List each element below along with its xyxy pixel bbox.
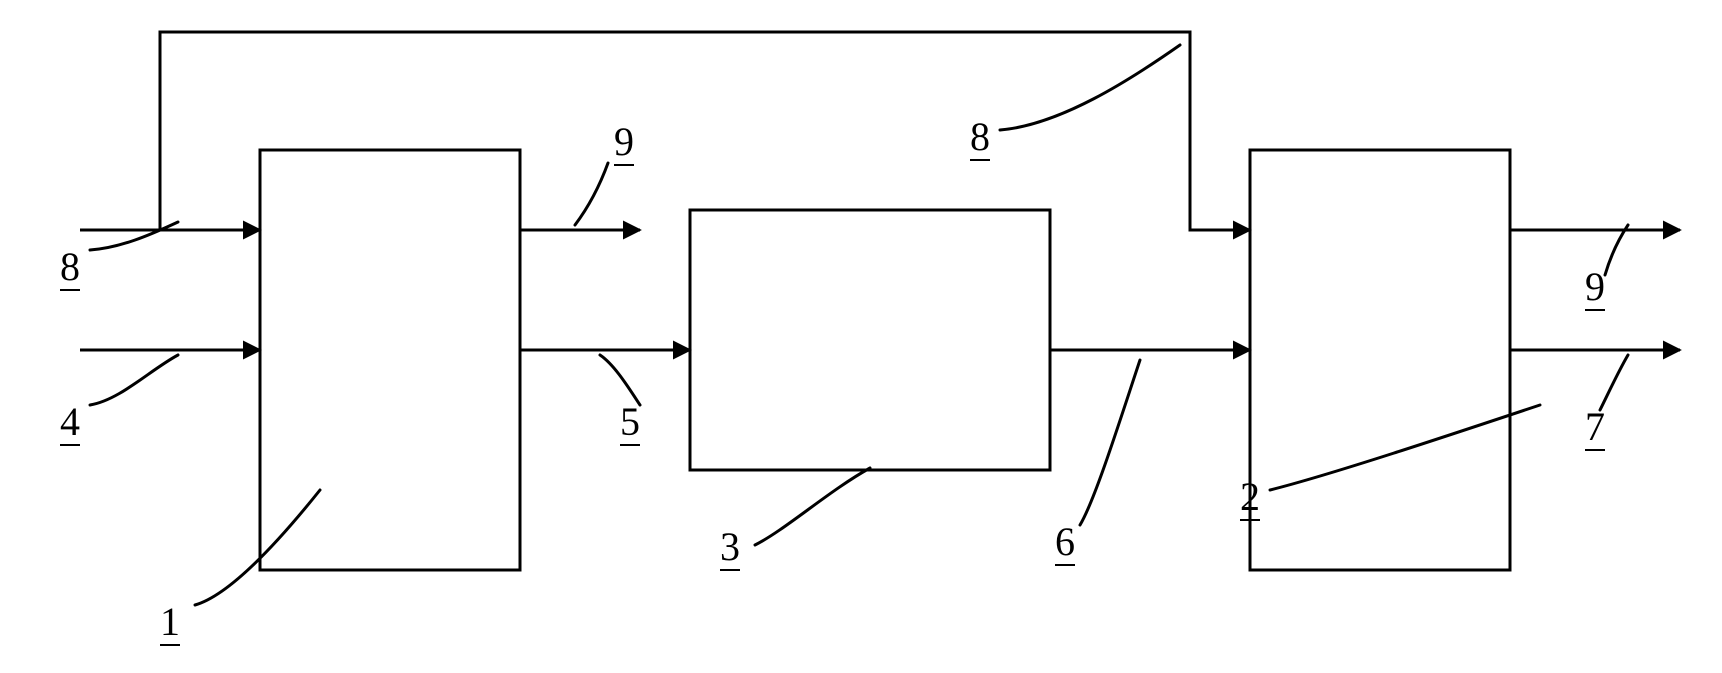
label-L7: 7 (1585, 404, 1605, 449)
node-box3 (690, 210, 1050, 470)
leader-ld9b (1605, 225, 1628, 275)
label-L6: 6 (1055, 519, 1075, 564)
block-diagram: 8 4 1 9 5 3 6 8 2 9 7 (0, 0, 1722, 673)
label-L2: 2 (1240, 474, 1260, 519)
leader-ld8b (1000, 45, 1180, 130)
label-L3: 3 (720, 524, 740, 569)
leader-ld9a (575, 163, 608, 225)
leader-ld2 (1270, 405, 1540, 490)
edge-e_feedback_8 (160, 32, 1250, 230)
leader-ld4 (90, 355, 178, 405)
node-box1 (260, 150, 520, 570)
leader-ld8a (90, 222, 178, 250)
leader-ld7 (1600, 355, 1628, 410)
label-L9b: 9 (1585, 264, 1605, 309)
label-L8a: 8 (60, 244, 80, 289)
leader-ld1 (195, 490, 320, 605)
label-L9a: 9 (614, 119, 634, 164)
leader-ld6 (1080, 360, 1140, 525)
leader-ld5 (600, 355, 640, 405)
leader-ld3 (755, 468, 870, 545)
node-box2 (1250, 150, 1510, 570)
label-L4: 4 (60, 399, 80, 444)
label-L1: 1 (160, 599, 180, 644)
label-L5: 5 (620, 399, 640, 444)
label-L8b: 8 (970, 114, 990, 159)
